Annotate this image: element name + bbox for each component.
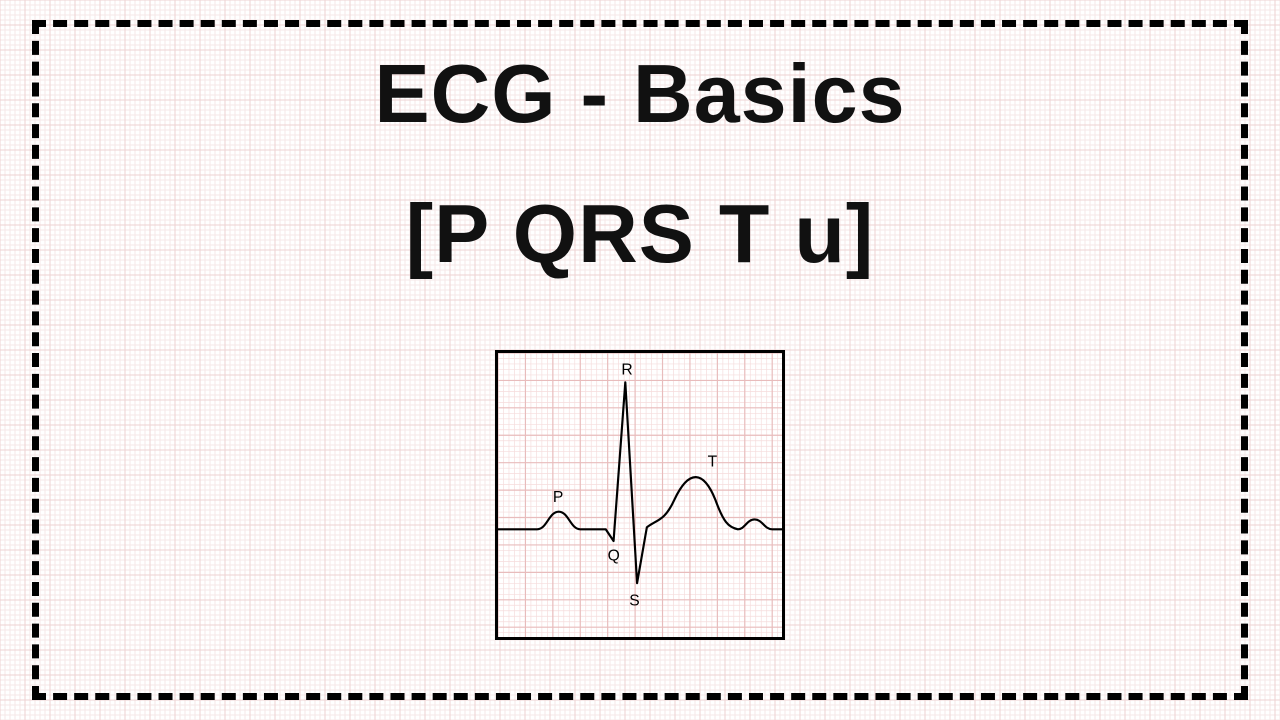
title-line-1: ECG - Basics bbox=[0, 46, 1280, 142]
ecg-diagram-box: P R Q S T bbox=[495, 350, 785, 640]
canvas: ECG - Basics [P QRS T u] P R Q S T bbox=[0, 0, 1280, 720]
wave-label-r: R bbox=[621, 362, 632, 379]
wave-label-p: P bbox=[553, 489, 563, 506]
title-line-2: [P QRS T u] bbox=[0, 186, 1280, 282]
wave-label-t: T bbox=[708, 454, 718, 471]
wave-label-q: Q bbox=[608, 548, 620, 565]
ecg-diagram-svg: P R Q S T bbox=[498, 353, 782, 637]
wave-label-s: S bbox=[629, 593, 639, 610]
